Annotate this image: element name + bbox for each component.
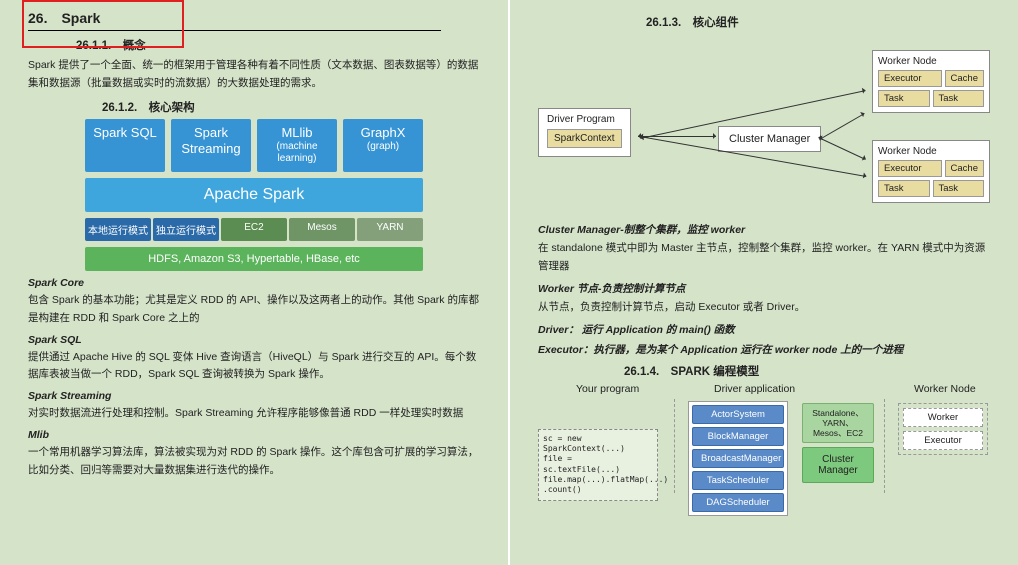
divider-2 — [884, 399, 885, 493]
standalone-box: Standalone、YARN、Mesos、EC2 Cluster Manage… — [802, 401, 874, 484]
box-apache-spark: Apache Spark — [85, 178, 423, 212]
desc-driver: Driver： 运行 Application 的 main() 函数 — [538, 322, 990, 337]
architecture-diagram: Spark SQL Spark Streaming MLlib(machine … — [85, 119, 423, 271]
para-sparksql: 提供通过 Apache Hive 的 SQL 变体 Hive 查询语言（Hive… — [28, 349, 480, 385]
worker-node-2: Worker Node ExecutorCache TaskTask — [872, 140, 990, 203]
box-spark-streaming: Spark Streaming — [171, 119, 251, 172]
label-your-program: Your program — [576, 383, 639, 395]
page-right: 26.1.3. 核心组件 Driver Program SparkContext… — [510, 0, 1018, 565]
worker-node-1: Worker Node ExecutorCache TaskTask — [872, 50, 990, 113]
heading-26-1-2: 26.1.2. 核心架构 — [102, 99, 480, 115]
hdr-streaming: Spark Streaming — [28, 390, 480, 402]
heading-26-1-4: 26.1.4. SPARK 编程模型 — [624, 363, 990, 379]
code-snippet: sc = new SparkContext(...)file = sc.text… — [538, 429, 658, 501]
tag-mesos: Mesos — [289, 218, 355, 241]
para-streaming: 对实时数据流进行处理和控制。Spark Streaming 允许程序能够像普通 … — [28, 405, 480, 423]
arrow-2 — [819, 113, 865, 140]
highlight-box — [22, 0, 184, 48]
box-mllib: MLlib(machine learning) — [257, 119, 337, 172]
tag-yarn: YARN — [357, 218, 423, 241]
hdr-sparkcore: Spark Core — [28, 277, 480, 289]
page-left: 26. Spark 26.1.1. 概念 Spark 提供了一个全面、统一的框架… — [0, 0, 508, 565]
desc-executor: Executor：执行器，是为某个 Application 运行在 worker… — [538, 342, 990, 357]
para-mlib: 一个常用机器学习算法库，算法被实现为对 RDD 的 Spark 操作。这个库包含… — [28, 444, 480, 480]
para-cluster-mgr: 在 standalone 模式中即为 Master 主节点，控制整个集群，监控 … — [538, 240, 990, 276]
driver-program-box: Driver Program SparkContext — [538, 108, 631, 157]
sparkcontext-box: SparkContext — [547, 129, 622, 148]
box-spark-sql: Spark SQL — [85, 119, 165, 172]
tag-ec2: EC2 — [221, 218, 287, 241]
label-worker-node: Worker Node — [914, 383, 976, 395]
heading-26-1-3: 26.1.3. 核心组件 — [646, 14, 990, 30]
desc-cluster-mgr: Cluster Manager-制整个集群，监控 worker — [538, 222, 990, 237]
intro-para: Spark 提供了一个全面、统一的框架用于管理各种有着不同性质（文本数据、图表数… — [28, 57, 480, 93]
divider-1 — [674, 399, 675, 493]
tag-local: 本地运行模式 — [85, 218, 151, 241]
cluster-manager-box: Cluster Manager — [718, 126, 821, 152]
label-driver-app: Driver application — [714, 383, 795, 395]
arrow-3 — [818, 137, 866, 160]
hdr-mlib: Mlib — [28, 429, 480, 441]
box-graphx: GraphX(graph) — [343, 119, 423, 172]
para-sparkcore: 包含 Spark 的基本功能；尤其是定义 RDD 的 API、操作以及这两者上的… — [28, 292, 480, 328]
worker-stack: Worker Executor — [898, 403, 988, 455]
driver-stack: ActorSystem BlockManager BroadcastManage… — [688, 401, 788, 516]
hdr-sparksql: Spark SQL — [28, 334, 480, 346]
desc-worker: Worker 节点-负责控制计算节点 — [538, 281, 990, 296]
tag-standalone: 独立运行模式 — [153, 218, 219, 241]
programming-model-diagram: Your program Driver application Worker N… — [538, 383, 1002, 493]
box-storage: HDFS, Amazon S3, Hypertable, HBase, etc — [85, 247, 423, 271]
para-worker: 从节点，负责控制计算节点，启动 Executor 或者 Driver。 — [538, 299, 990, 317]
cluster-diagram: Driver Program SparkContext Cluster Mana… — [538, 36, 990, 216]
